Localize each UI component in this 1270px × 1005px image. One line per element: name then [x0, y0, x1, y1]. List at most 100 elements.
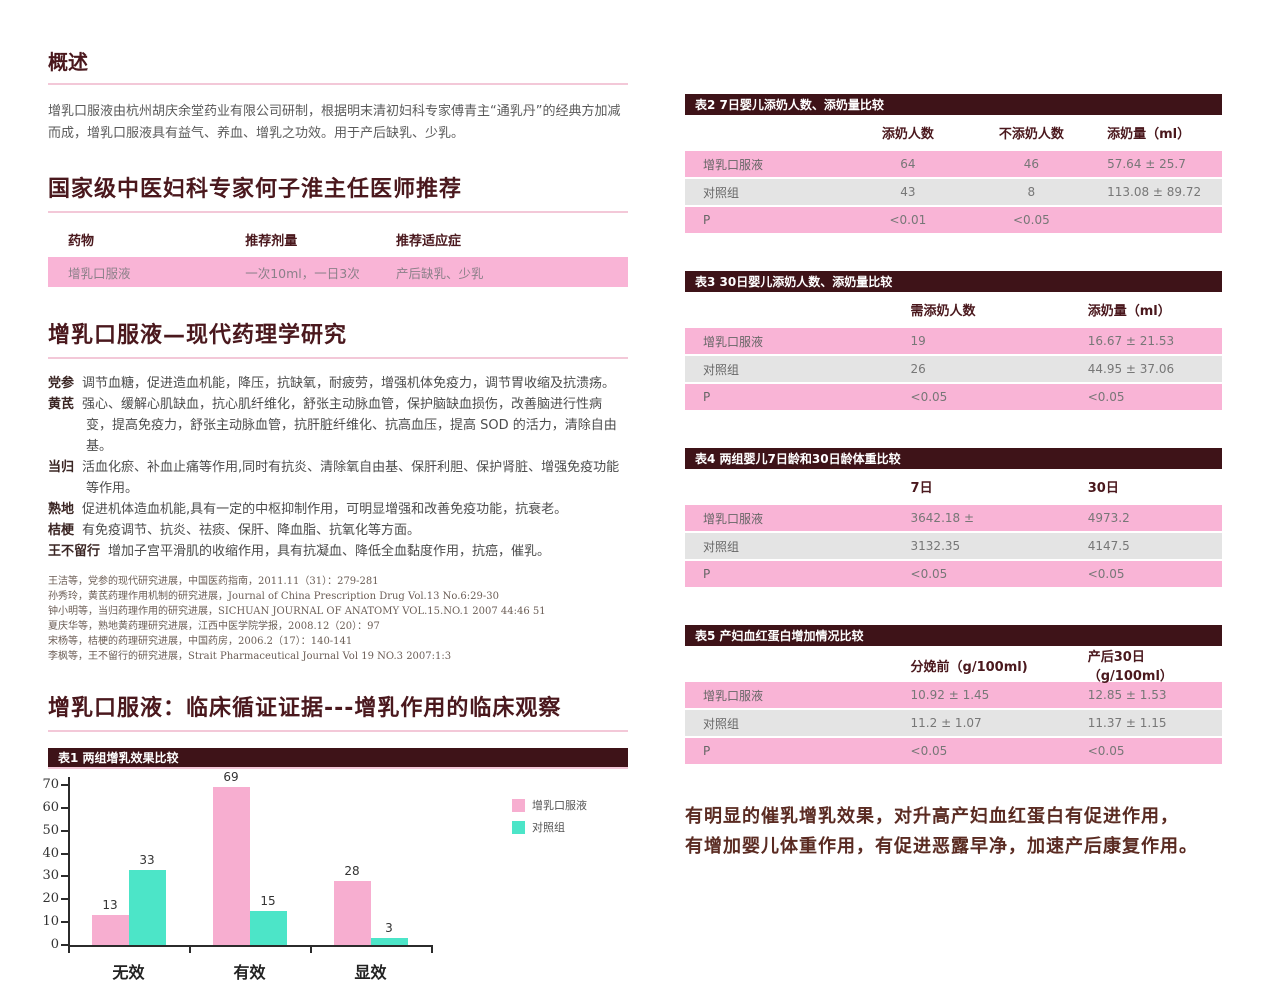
clinical-section: 增乳口服液：临床循证证据---增乳作用的临床观察 表1 两组增乳效果比较 0 10…	[42, 690, 628, 1005]
x-category-label: 显效	[354, 963, 387, 982]
y-tick-label: 0	[50, 937, 59, 952]
data-table: 表4 两组婴儿7日龄和30日龄体重比较 7日 30日 增乳口服液 3642.18 ± 49…	[685, 448, 1222, 587]
recommendation-table-row: 增乳口服液 一次10ml，一日3次 产后缺乳、少乳	[48, 257, 628, 287]
y-tick-label: 10	[42, 914, 59, 930]
x-category-label: 有效	[233, 963, 266, 982]
table-cell: 对照组	[703, 362, 740, 377]
table1-caption: 表1 两组增乳效果比较	[48, 748, 628, 769]
table-cell: 10.92 ± 1.45	[910, 688, 990, 702]
table-caption: 表4 两组婴儿7日龄和30日龄体重比较	[685, 448, 1222, 469]
table-cell: 11.37 ± 1.15	[1087, 716, 1167, 730]
table-cell: 增乳口服液	[703, 511, 764, 526]
table-cell: 8	[1027, 185, 1036, 199]
table-row: 对照组 11.2 ± 1.07 11.37 ± 1.15	[685, 710, 1222, 736]
table-caption: 表5 产妇血红蛋白增加情况比较	[685, 625, 1222, 646]
chart-bar	[333, 881, 371, 945]
table-cell: 药物	[68, 233, 95, 249]
table-cell: 11.2 ± 1.07	[910, 716, 982, 730]
table-cell: 26	[910, 362, 926, 376]
y-tick	[61, 829, 68, 832]
table-cell: <0.05	[910, 744, 948, 758]
legend-swatch	[512, 798, 525, 812]
table-cell: 16.67 ± 21.53	[1087, 334, 1175, 348]
overview-title: 概述	[48, 46, 628, 85]
data-table: 表5 产妇血红蛋白增加情况比较 分娩前（g/100ml) 产后30日（g/100ml…	[685, 625, 1222, 764]
table-cell: <0.05	[1012, 213, 1050, 227]
data-tables: 表2 7日婴儿添奶人数、添奶量比较 添奶人数 不添奶人数 添奶量（ml） 增乳口服液 64…	[685, 94, 1222, 764]
recommendation-table: 药物 推荐剂量 推荐适应症 增乳口服液 一次10ml，一日3次 产后缺乳、少乳	[48, 227, 628, 287]
table-cell: <0.05	[910, 567, 948, 581]
pharmacology-item: 党参 调节血糖，促进造血机能，降压，抗缺氧，耐疲劳，增强机体免疫力，调节胃收缩及抗…	[48, 373, 628, 394]
chart-bar	[128, 869, 166, 945]
table-cell: 46	[1023, 157, 1039, 171]
herb-description: 促进机体造血机能,具有一定的中枢抑制作用，可明显增强和改善免疫功能，抗衰老。	[82, 502, 568, 517]
pharmacology-item: 黄芪 强心、缓解心肌缺血，抗心肌纤维化，舒张主动脉血管，保护脑缺血损伤，改善脑进行…	[48, 394, 628, 457]
chart-bar	[91, 915, 129, 945]
legend-label: 增乳口服液	[532, 799, 587, 812]
table-cell: 12.85 ± 1.53	[1087, 688, 1167, 702]
table-cell: 增乳口服液	[703, 334, 764, 349]
bar-value-label: 13	[102, 898, 118, 913]
table-row: 增乳口服液 64 46 57.64 ± 25.7	[685, 151, 1222, 177]
y-tick-label: 30	[42, 868, 59, 884]
bar-chart: 0 10 20 30 40 50 60 70 13 33 无效 69 15 有效 28 3 显效 增乳口服液 对照组	[42, 770, 628, 1005]
pharmacology-item: 熟地 促进机体造血机能,具有一定的中枢抑制作用，可明显增强和改善免疫功能，抗衰老。	[48, 499, 628, 520]
pharmacology-list: 党参 调节血糖，促进造血机能，降压，抗缺氧，耐疲劳，增强机体免疫力，调节胃收缩及抗…	[48, 373, 628, 562]
left-column: 概述 增乳口服液由杭州胡庆余堂药业有限公司研制，根据明末清初妇科专家傅青主“通乳…	[0, 0, 628, 982]
table-cell: P	[703, 567, 711, 581]
table-header-row: 分娩前（g/100ml) 产后30日（g/100ml）	[685, 646, 1222, 684]
herb-name: 当归	[48, 460, 75, 475]
y-tick	[61, 784, 68, 786]
table-cell: 7日	[910, 480, 933, 496]
herb-name: 熟地	[48, 502, 75, 517]
herb-description: 活血化瘀、补血止痛等作用,同时有抗炎、清除氧自由基、保肝利胆、保护肾脏、增强免疫…	[82, 460, 620, 496]
chart-bar	[249, 910, 287, 945]
y-tick	[61, 852, 68, 855]
table-cell: 一次10ml，一日3次	[245, 265, 360, 281]
table-row: 对照组 26 44.95 ± 37.06	[685, 356, 1222, 382]
table-cell: 113.08 ± 89.72	[1107, 185, 1202, 199]
table-cell: 增乳口服液	[68, 265, 131, 281]
x-tick	[68, 945, 70, 953]
table-cell: 添奶量（ml）	[1087, 303, 1171, 319]
herb-name: 桔梗	[48, 523, 75, 538]
herb-description: 有免疫调节、抗炎、祛痰、保肝、降血脂、抗氧化等方面。	[82, 523, 421, 538]
bar-value-label: 15	[260, 893, 276, 908]
table-cell: 4973.2	[1087, 511, 1130, 525]
y-tick-label: 40	[42, 845, 59, 861]
table-cell: 产后30日（g/100ml）	[1087, 650, 1173, 684]
herb-description: 增加子宫平滑肌的收缩作用，具有抗凝血、降低全血黏度作用，抗癌，催乳。	[108, 544, 551, 559]
table-row: P <0.05 <0.05	[685, 738, 1222, 764]
recommendation-table-header: 药物 推荐剂量 推荐适应症	[48, 227, 628, 251]
table-row: 增乳口服液 3642.18 ± 4973.2	[685, 505, 1222, 531]
legend-item: 对照组	[512, 819, 565, 835]
overview-section: 概述 增乳口服液由杭州胡庆余堂药业有限公司研制，根据明末清初妇科专家傅青主“通乳…	[48, 46, 628, 145]
table-cell: 对照组	[703, 539, 740, 554]
data-table: 表2 7日婴儿添奶人数、添奶量比较 添奶人数 不添奶人数 添奶量（ml） 增乳口服液 64…	[685, 94, 1222, 233]
table-cell: <0.05	[1087, 744, 1125, 758]
pharmacology-section: 增乳口服液—现代药理学研究 党参 调节血糖，促进造血机能，降压，抗缺氧，耐疲劳，增…	[48, 317, 628, 664]
chart-bar	[212, 787, 250, 945]
x-category-label: 无效	[112, 963, 145, 982]
table-cell: P	[703, 744, 711, 758]
table-cell: 推荐剂量	[245, 233, 298, 249]
table-cell: 添奶人数	[881, 126, 934, 142]
table-caption: 表3 30日婴儿添奶人数、添奶量比较	[685, 271, 1222, 292]
pharmacology-item: 当归 活血化瘀、补血止痛等作用,同时有抗炎、清除氧自由基、保肝利胆、保护肾脏、增强…	[48, 457, 628, 499]
overview-body: 增乳口服液由杭州胡庆余堂药业有限公司研制，根据明末清初妇科专家傅青主“通乳丹”的…	[48, 104, 621, 141]
table-row: P <0.01 <0.05	[685, 207, 1222, 233]
table-row: 增乳口服液 19 16.67 ± 21.53	[685, 328, 1222, 354]
bar-value-label: 3	[385, 921, 393, 936]
table-cell: <0.01	[889, 213, 927, 227]
table-row: 增乳口服液 10.92 ± 1.45 12.85 ± 1.53	[685, 682, 1222, 708]
table-cell: 对照组	[703, 716, 740, 731]
pharmacology-item: 王不留行 增加子宫平滑肌的收缩作用，具有抗凝血、降低全血黏度作用，抗癌，催乳。	[48, 541, 628, 562]
table-cell: 3642.18 ±	[910, 511, 975, 525]
y-tick-label: 70	[42, 777, 59, 792]
reference-line: 夏庆华等，熟地黄药理研究进展，江西中医学院学报，2008.12（20）：97	[48, 621, 380, 632]
table-cell: P	[703, 390, 711, 404]
bar-value-label: 33	[139, 852, 155, 867]
legend-swatch	[512, 820, 525, 834]
x-axis	[68, 945, 433, 947]
right-column: 表2 7日婴儿添奶人数、添奶量比较 添奶人数 不添奶人数 添奶量（ml） 增乳口服液 64…	[628, 0, 1270, 894]
